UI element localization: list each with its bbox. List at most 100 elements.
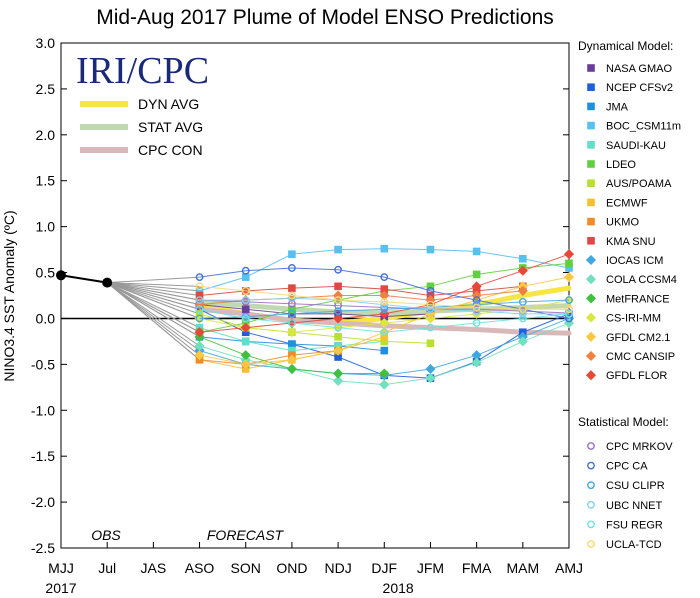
y-tick-label: 1.5	[36, 173, 56, 189]
data-point	[334, 333, 342, 341]
data-point	[426, 300, 435, 309]
fan-line	[106, 282, 200, 351]
data-point	[334, 245, 342, 254]
data-point	[380, 328, 389, 337]
data-point	[587, 217, 595, 226]
fan-line	[106, 282, 200, 338]
data-point	[194, 327, 205, 338]
x-tick-label: AMJ	[555, 560, 583, 576]
data-point	[426, 305, 435, 314]
data-point	[587, 540, 595, 548]
data-point	[587, 520, 595, 529]
fan-line	[107, 282, 200, 315]
legend-entry: AUS/POAMA	[606, 178, 672, 190]
data-point	[426, 282, 435, 291]
observed-series	[56, 270, 113, 288]
fan-line	[107, 282, 200, 319]
model-legend: Dynamical Model: NASA GMAO NCEP CFSv2 JMA BO…	[578, 39, 681, 551]
series-line	[199, 267, 570, 319]
observed-line	[60, 274, 108, 284]
x-tick-label: DJF	[371, 560, 397, 576]
data-point	[472, 319, 481, 327]
data-point	[380, 273, 389, 282]
data-point	[241, 296, 250, 304]
series-line	[199, 304, 431, 318]
data-point	[334, 307, 342, 316]
y-tick-label: -0.5	[31, 356, 55, 372]
x-tick-label: OND	[276, 560, 307, 576]
observed-point	[102, 277, 113, 288]
fan-line	[106, 282, 200, 329]
data-point	[288, 305, 296, 314]
fan-line	[107, 282, 200, 301]
fan-line	[106, 282, 200, 347]
x-tick-label: Jul	[98, 560, 116, 576]
legend-entry: SAUDI-KAU	[606, 140, 666, 152]
legend-entry: JMA	[606, 101, 629, 113]
legend-label: CPC CON	[138, 142, 203, 158]
x-tick-label: JAS	[141, 560, 167, 576]
data-point	[241, 314, 250, 323]
data-point	[195, 282, 204, 291]
legend-entry: CPC MRKOV	[606, 441, 673, 453]
data-point	[517, 336, 528, 347]
data-point	[195, 296, 204, 304]
data-point	[288, 291, 296, 300]
data-point	[517, 285, 528, 296]
y-tick-label: 0.5	[36, 265, 56, 281]
y-tick-label: -1.5	[31, 448, 55, 464]
data-point	[195, 291, 204, 300]
data-point	[585, 312, 597, 323]
data-point	[286, 354, 297, 365]
fan-line	[107, 276, 200, 284]
year-label: 2018	[383, 580, 414, 596]
data-point	[195, 314, 204, 323]
data-point	[587, 141, 595, 149]
data-point	[426, 339, 435, 348]
fan-line	[107, 282, 200, 296]
data-point	[587, 442, 595, 450]
data-point	[241, 266, 250, 275]
data-point	[587, 481, 595, 490]
series-layer	[106, 244, 575, 390]
legend-entry: NCEP CFSv2	[606, 82, 673, 94]
y-tick-label: 0.0	[36, 310, 56, 326]
data-point	[195, 305, 204, 314]
data-point	[587, 237, 595, 245]
y-tick-label: -2.5	[31, 540, 55, 556]
legend-entry: MetFRANCE	[606, 293, 670, 305]
data-point	[195, 273, 204, 282]
data-point	[334, 301, 342, 310]
x-tick-label: JFM	[417, 560, 444, 576]
x-axis: MJJ Jul JAS ASO SON OND NDJ DJF JFM FMA MAM AMJ 2017…	[45, 542, 583, 596]
data-point	[587, 461, 595, 470]
chart-title: Mid-Aug 2017 Plume of Model ENSO Predict…	[96, 6, 554, 29]
data-point	[585, 274, 597, 285]
data-point	[288, 340, 296, 348]
data-point	[517, 265, 528, 276]
x-tick-label: NDJ	[324, 560, 351, 576]
data-point	[585, 331, 597, 342]
y-tick-label: 2.0	[36, 127, 56, 143]
data-point	[333, 375, 344, 386]
y-tick-label: 2.5	[36, 81, 56, 97]
legend-entry: CSU CLIPR	[606, 480, 665, 492]
data-point	[587, 198, 595, 207]
fan-line	[107, 282, 200, 310]
y-tick-label: 1.0	[36, 219, 56, 235]
fan-line	[106, 282, 200, 361]
data-point	[472, 270, 481, 279]
data-point	[518, 314, 527, 323]
fan-line	[107, 282, 200, 287]
data-point	[565, 309, 573, 318]
data-point	[241, 305, 250, 314]
legend-entry: UBC NNET	[606, 500, 663, 512]
data-point	[565, 296, 573, 304]
legend-entry: KMA SNU	[606, 236, 656, 248]
fan-line	[106, 282, 200, 333]
legend-entry: GFDL CM2.1	[606, 332, 670, 344]
data-point	[471, 357, 482, 368]
x-tick-label: SON	[231, 560, 261, 576]
legend-entry: LDEO	[606, 159, 636, 171]
